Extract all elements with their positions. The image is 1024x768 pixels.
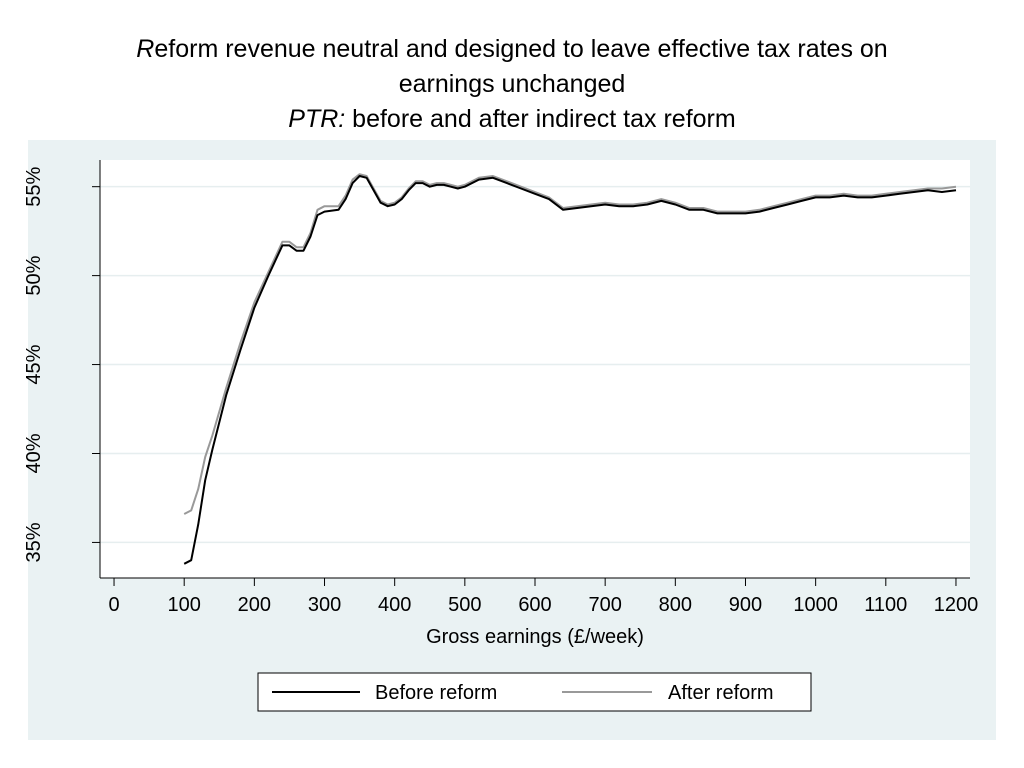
- y-tick-label: 35%: [23, 522, 45, 562]
- x-tick-label: 300: [308, 594, 341, 616]
- legend-label-after-reform: After reform: [668, 682, 774, 704]
- y-tick-label: 55%: [23, 166, 45, 206]
- chart-title: Reform revenue neutral and designed to l…: [0, 32, 1024, 137]
- axes: 35% 40% 45% 50% 55% 0 100 200 300 400 500 600 700 800…: [23, 160, 978, 616]
- x-tick-label: 0: [108, 594, 119, 616]
- x-tick-label: 1200: [934, 594, 979, 616]
- title-line-2: earnings unchanged: [398, 70, 626, 98]
- x-tick-label: 800: [659, 594, 692, 616]
- x-tick-label: 1000: [793, 594, 838, 616]
- legend-label-before-reform: Before reform: [375, 682, 497, 704]
- title-line-3-italic: PTR:: [288, 105, 346, 133]
- x-tick-label: 700: [588, 594, 621, 616]
- series-line-after-reform: [183, 173, 957, 515]
- x-tick-label: 500: [448, 594, 481, 616]
- y-tick-label: 40%: [23, 433, 45, 473]
- x-tick-label: 1100: [864, 594, 907, 616]
- x-axis-title: Gross earnings (£/week): [426, 626, 644, 648]
- legend: Before reform After reform: [257, 672, 812, 712]
- x-tick-label: 200: [238, 594, 271, 616]
- title-line-1-text: eform revenue neutral and designed to le…: [154, 35, 888, 63]
- title-line-1: Reform revenue neutral and designed to l…: [0, 32, 1024, 67]
- grid: [100, 185, 970, 544]
- x-tick-label: 900: [729, 594, 762, 616]
- y-tick-label: 45%: [23, 344, 45, 384]
- series-line-before-reform: [183, 175, 957, 565]
- title-line-1-italic: R: [136, 35, 155, 63]
- x-tick-label: 100: [168, 594, 201, 616]
- title-line-3-text: before and after indirect tax reform: [345, 105, 736, 133]
- series-layer: [183, 173, 957, 565]
- x-tick-label: 400: [378, 594, 411, 616]
- title-line-3: PTR: before and after indirect tax refor…: [0, 102, 1024, 137]
- y-tick-label: 50%: [23, 255, 45, 295]
- x-tick-label: 600: [518, 594, 551, 616]
- plot-area: [100, 160, 970, 578]
